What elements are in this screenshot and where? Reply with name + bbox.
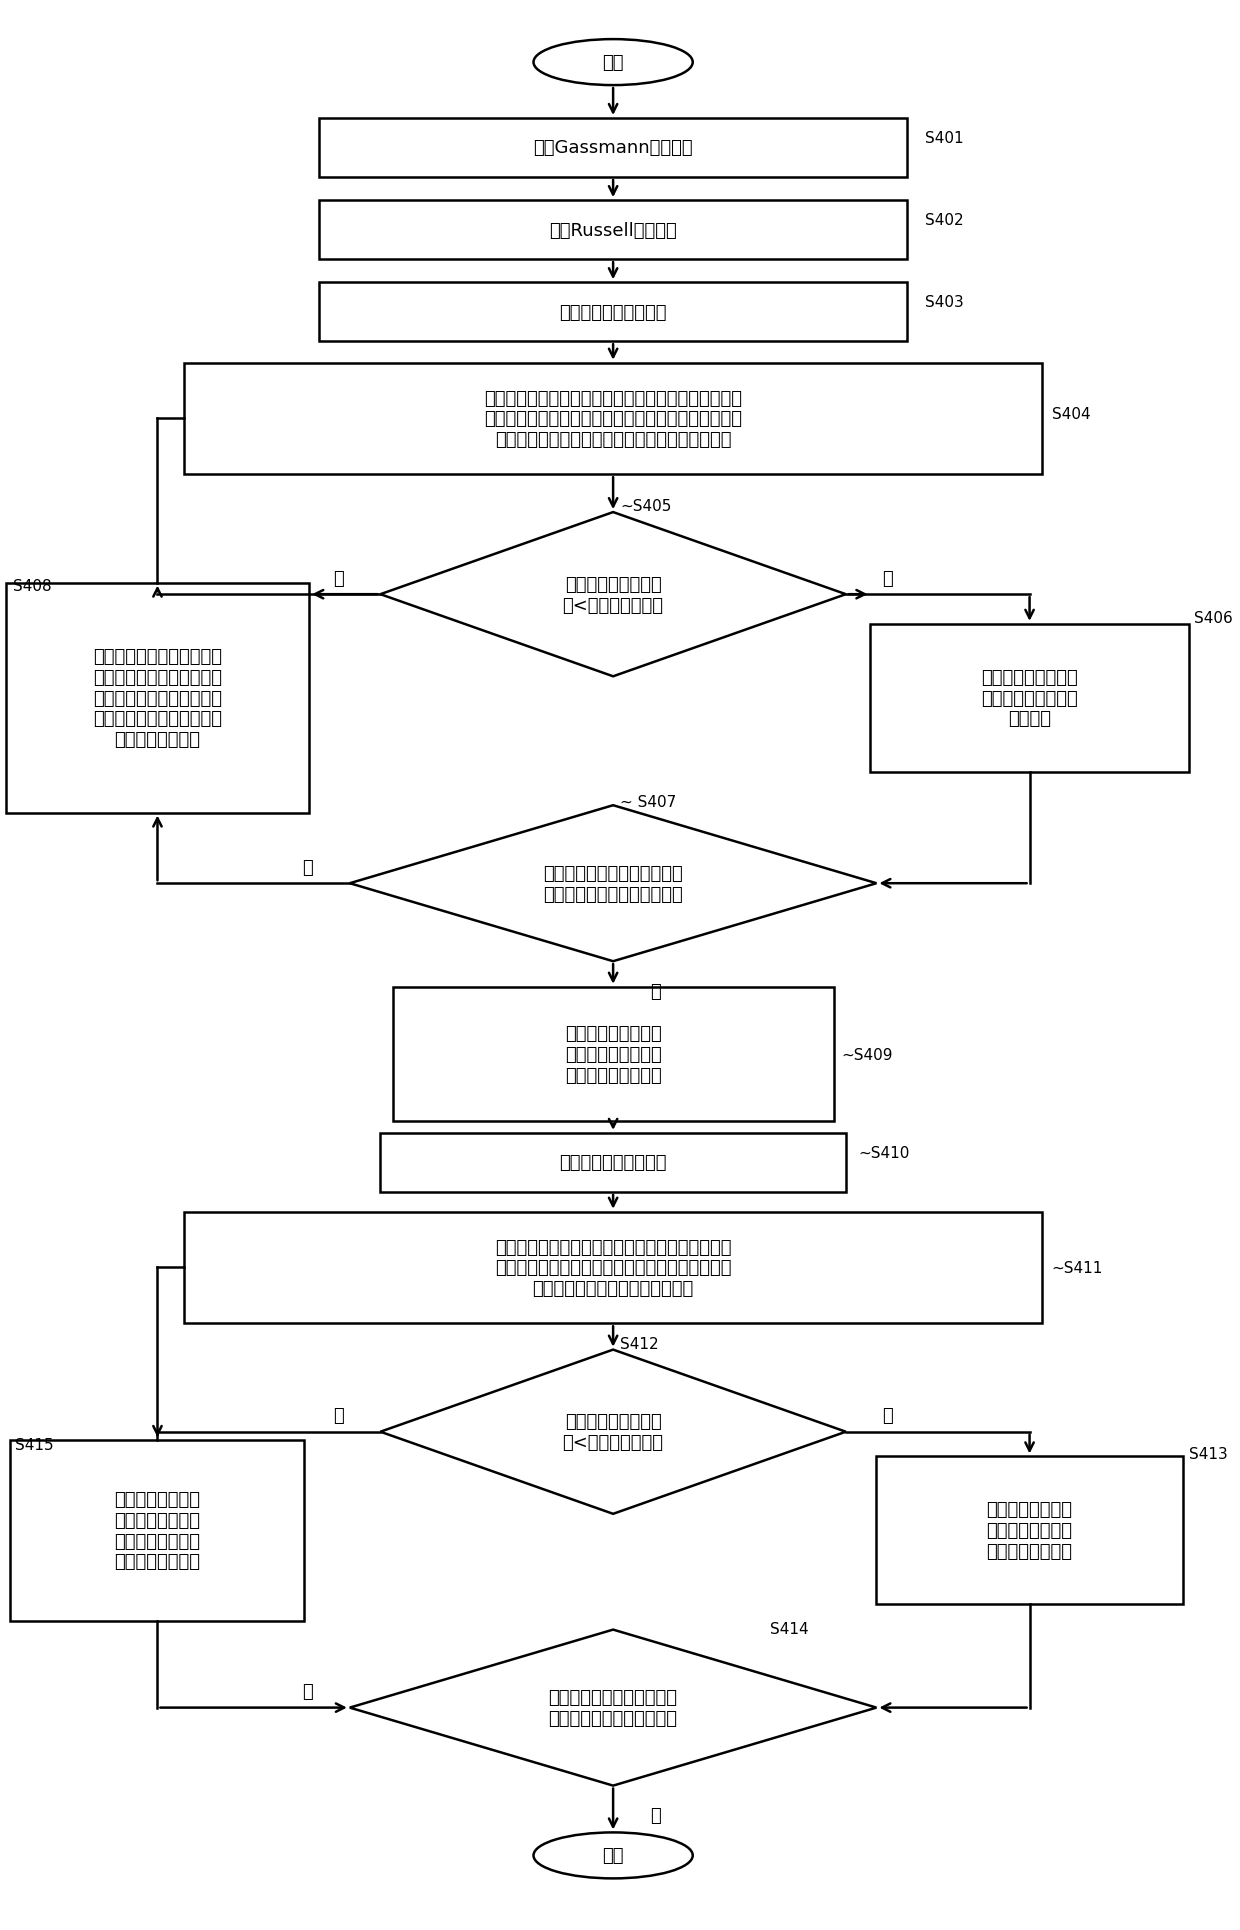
Bar bbox=[319, 284, 908, 342]
Text: S415: S415 bbox=[15, 1438, 55, 1453]
Ellipse shape bbox=[533, 1832, 693, 1878]
Bar bbox=[185, 363, 1042, 475]
Text: 获取满足第二收敛
条件的最优自适应
岩石基质体积模量: 获取满足第二收敛 条件的最优自适应 岩石基质体积模量 bbox=[987, 1502, 1073, 1559]
Text: S413: S413 bbox=[1189, 1446, 1228, 1461]
Bar bbox=[870, 625, 1189, 772]
Bar bbox=[319, 201, 908, 261]
Text: 确定Russell流体因子: 确定Russell流体因子 bbox=[549, 222, 677, 239]
Text: S404: S404 bbox=[1052, 407, 1090, 423]
Polygon shape bbox=[381, 513, 846, 677]
Text: 是: 是 bbox=[650, 1806, 661, 1824]
Ellipse shape bbox=[533, 41, 693, 87]
Bar bbox=[877, 1457, 1183, 1604]
Bar bbox=[185, 1212, 1042, 1324]
Text: S402: S402 bbox=[925, 212, 963, 228]
Bar bbox=[381, 1133, 846, 1193]
Text: 确定Gassmann流体因子: 确定Gassmann流体因子 bbox=[533, 139, 693, 158]
Bar bbox=[10, 1440, 305, 1621]
Bar bbox=[319, 120, 908, 178]
Text: S401: S401 bbox=[925, 131, 963, 147]
Bar bbox=[6, 583, 309, 813]
Text: 结束: 结束 bbox=[603, 1847, 624, 1864]
Text: 否: 否 bbox=[332, 569, 343, 587]
Text: S406: S406 bbox=[1194, 610, 1233, 625]
Text: S403: S403 bbox=[925, 295, 965, 311]
Text: 是: 是 bbox=[650, 982, 661, 1000]
Text: S414: S414 bbox=[770, 1621, 808, 1637]
Text: 第二反演目标函数的
值<第二预定阈值？: 第二反演目标函数的 值<第二预定阈值？ bbox=[563, 1413, 663, 1451]
Text: 是否是所述集合中最后一个
自适应岩石基质体积模量？: 是否是所述集合中最后一个 自适应岩石基质体积模量？ bbox=[548, 1689, 677, 1727]
Text: ~S410: ~S410 bbox=[858, 1144, 909, 1160]
Text: 否: 否 bbox=[303, 1683, 312, 1700]
Polygon shape bbox=[350, 807, 877, 961]
Text: ~S411: ~S411 bbox=[1052, 1260, 1104, 1276]
Text: 确定第一反演目标函数: 确定第一反演目标函数 bbox=[559, 303, 667, 322]
Bar bbox=[393, 986, 833, 1121]
Text: 将下一个满足第一
收敛条件的自适应
基质体积模量代入
第二反演目标函数: 将下一个满足第一 收敛条件的自适应 基质体积模量代入 第二反演目标函数 bbox=[114, 1490, 201, 1571]
Text: 确定第二反演目标函数: 确定第二反演目标函数 bbox=[559, 1154, 667, 1172]
Text: 选取下一组自适应岩石基质
体积模量和干岩石泊松比，
并将该组自适应岩石基质体
积模量和干岩石泊松比代入
第一反演目标函数: 选取下一组自适应岩石基质 体积模量和干岩石泊松比， 并将该组自适应岩石基质体 积… bbox=[93, 648, 222, 749]
Text: 第一反演目标函数的
值<第一预定阈值？: 第一反演目标函数的 值<第一预定阈值？ bbox=[563, 575, 663, 614]
Text: ~ S407: ~ S407 bbox=[620, 793, 677, 809]
Text: 在满足第一收敛条件的包括自适应岩石基质体积模
量的集合中进行取值，选取第一个自适应岩石基质
体积模量并代入第二反演目标函数: 在满足第一收敛条件的包括自适应岩石基质体积模 量的集合中进行取值，选取第一个自适… bbox=[495, 1237, 732, 1297]
Text: 否: 否 bbox=[332, 1407, 343, 1424]
Text: ~S409: ~S409 bbox=[841, 1046, 893, 1062]
Text: 否: 否 bbox=[303, 859, 312, 876]
Text: 分别在岩石基质体积模量和干岩石泊松比的变化区间内
依照变化增量进行取值，将选取的第一组自适应岩石基
质体积模量和干岩石泊松比代入第一反演目标函数: 分别在岩石基质体积模量和干岩石泊松比的变化区间内 依照变化增量进行取值，将选取的… bbox=[484, 390, 742, 450]
Text: 是: 是 bbox=[883, 1407, 893, 1424]
Text: 开始: 开始 bbox=[603, 54, 624, 71]
Text: 获取满足第一收敛条
件的包括自适应岩石
基质体积模量的集合: 获取满足第一收敛条 件的包括自适应岩石 基质体积模量的集合 bbox=[564, 1025, 661, 1085]
Text: 获取满足第一收敛条
件的自适应岩石基质
体积模量: 获取满足第一收敛条 件的自适应岩石基质 体积模量 bbox=[981, 668, 1078, 728]
Polygon shape bbox=[350, 1629, 877, 1785]
Text: S412: S412 bbox=[620, 1336, 660, 1351]
Polygon shape bbox=[381, 1349, 846, 1513]
Text: ~S405: ~S405 bbox=[620, 498, 672, 513]
Text: 是否是最后一组自适应岩石基
质体积模量和干岩石泊松比？: 是否是最后一组自适应岩石基 质体积模量和干岩石泊松比？ bbox=[543, 865, 683, 903]
Text: 是: 是 bbox=[883, 569, 893, 587]
Text: S408: S408 bbox=[12, 579, 52, 594]
